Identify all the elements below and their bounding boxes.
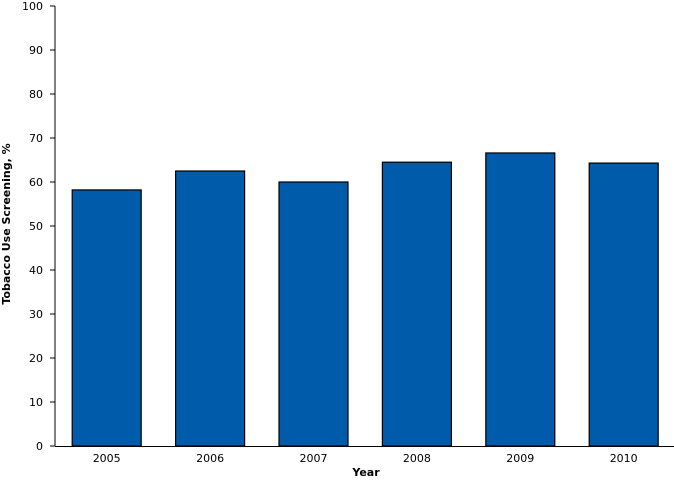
x-tick-label: 2006 <box>196 452 224 465</box>
x-tick-label: 2010 <box>610 452 638 465</box>
x-tick-label: 2009 <box>506 452 534 465</box>
x-tick-label: 2008 <box>403 452 431 465</box>
y-tick-label: 70 <box>29 132 43 145</box>
bar-2010 <box>588 162 659 447</box>
y-tick-label: 90 <box>29 44 43 57</box>
bar-2007 <box>278 181 349 447</box>
y-axis-label: Tobacco Use Screening, % <box>0 143 13 304</box>
y-tick-label: 60 <box>29 176 43 189</box>
x-axis-label: Year <box>351 466 380 479</box>
y-tick-label: 80 <box>29 88 43 101</box>
bar-2006 <box>175 170 246 447</box>
y-tick-label: 50 <box>29 220 43 233</box>
bar-2009 <box>485 152 556 447</box>
x-tick-label: 2007 <box>300 452 328 465</box>
y-tick-label: 40 <box>29 264 43 277</box>
y-tick-label: 10 <box>29 396 43 409</box>
x-tick-label: 2005 <box>93 452 121 465</box>
y-tick-label: 0 <box>36 440 43 453</box>
y-tick-label: 30 <box>29 308 43 321</box>
y-tick-label: 20 <box>29 352 43 365</box>
bar-2005 <box>71 189 142 447</box>
y-tick-label: 100 <box>22 0 43 13</box>
bar-2008 <box>381 161 452 447</box>
